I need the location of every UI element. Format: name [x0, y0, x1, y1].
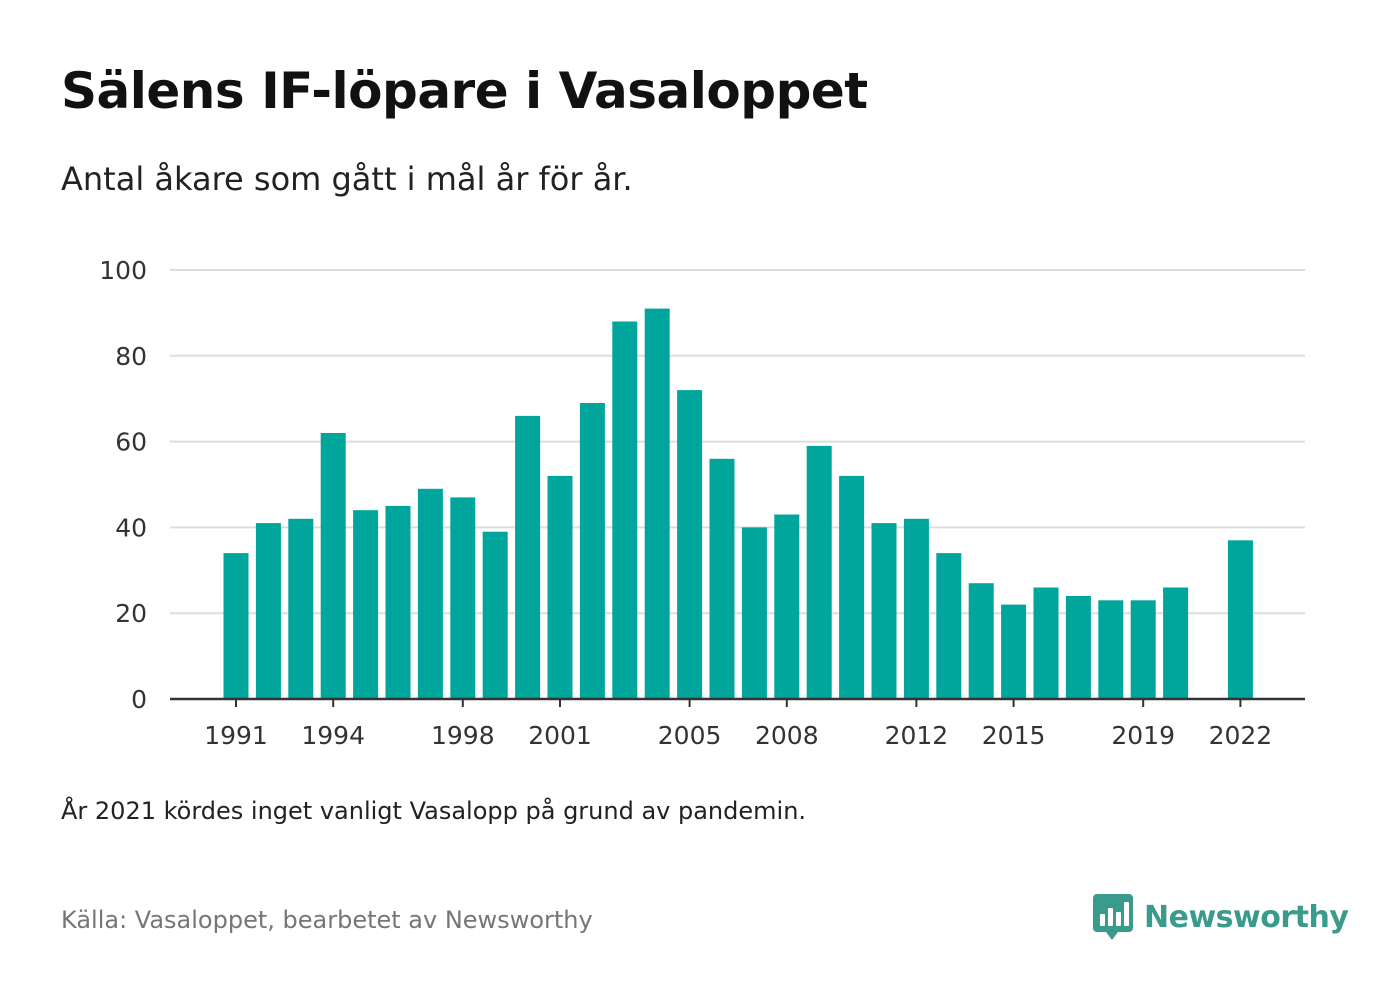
bar [450, 497, 476, 699]
x-tick-label: 2008 [755, 721, 819, 750]
bar [903, 518, 929, 699]
x-tick-label: 1998 [431, 721, 495, 750]
bar [288, 518, 314, 699]
bar [1033, 587, 1059, 699]
bar [968, 583, 994, 699]
bar [741, 527, 767, 699]
y-tick-label: 80 [115, 342, 147, 371]
bar [482, 531, 508, 699]
bars [223, 308, 1253, 699]
bar [223, 553, 249, 699]
bar [1130, 600, 1156, 699]
x-tick-label: 2012 [885, 721, 949, 750]
bar [806, 445, 832, 699]
x-tick-label: 2005 [658, 721, 722, 750]
x-axis-tick-labels: 1991 1994 1998 2001 2005 2008 2012 2015 2019 2022 [204, 699, 1272, 750]
bar [515, 415, 541, 699]
bar [353, 510, 379, 699]
bar [644, 308, 670, 699]
x-tick-label: 2019 [1111, 721, 1175, 750]
y-tick-label: 0 [131, 685, 147, 714]
bar [871, 523, 897, 699]
bar [774, 514, 800, 699]
x-tick-label: 1994 [301, 721, 365, 750]
y-axis-tick-labels: 0 20 40 60 80 100 [99, 256, 147, 714]
source-credit: Källa: Vasaloppet, bearbetet av Newswort… [61, 906, 593, 934]
bar [1163, 587, 1189, 699]
y-tick-label: 60 [115, 428, 147, 457]
bar [1227, 540, 1253, 699]
bar [1001, 604, 1027, 699]
y-tick-label: 40 [115, 513, 147, 542]
x-tick-label: 2001 [528, 721, 592, 750]
x-tick-label: 2022 [1209, 721, 1273, 750]
bar [547, 475, 573, 699]
bar [1098, 600, 1124, 699]
bar [255, 523, 281, 699]
y-tick-label: 100 [99, 256, 147, 285]
chart-title: Sälens IF-löpare i Vasaloppet [61, 62, 868, 120]
x-tick-label: 1991 [204, 721, 268, 750]
bar [320, 433, 346, 699]
chart-subtitle: Antal åkare som gått i mål år för år. [61, 160, 633, 198]
y-tick-label: 20 [115, 599, 147, 628]
bar-chart: 0 20 40 60 80 100 1991 1994 1998 2001 2005 2008 201… [99, 256, 1305, 750]
bar [936, 553, 962, 699]
bar [709, 458, 735, 699]
bar [385, 505, 411, 699]
bar [579, 403, 605, 699]
bar [612, 321, 638, 699]
x-tick-label: 2015 [982, 721, 1046, 750]
chart-note: År 2021 kördes inget vanligt Vasalopp på… [61, 797, 807, 825]
bar [1065, 596, 1091, 699]
brand-name: Newsworthy [1144, 899, 1349, 935]
bar [839, 475, 865, 699]
brand-logo: Newsworthy [1092, 892, 1349, 942]
bar [677, 390, 703, 699]
bar [417, 488, 443, 699]
newsworthy-logo-icon [1093, 894, 1133, 940]
